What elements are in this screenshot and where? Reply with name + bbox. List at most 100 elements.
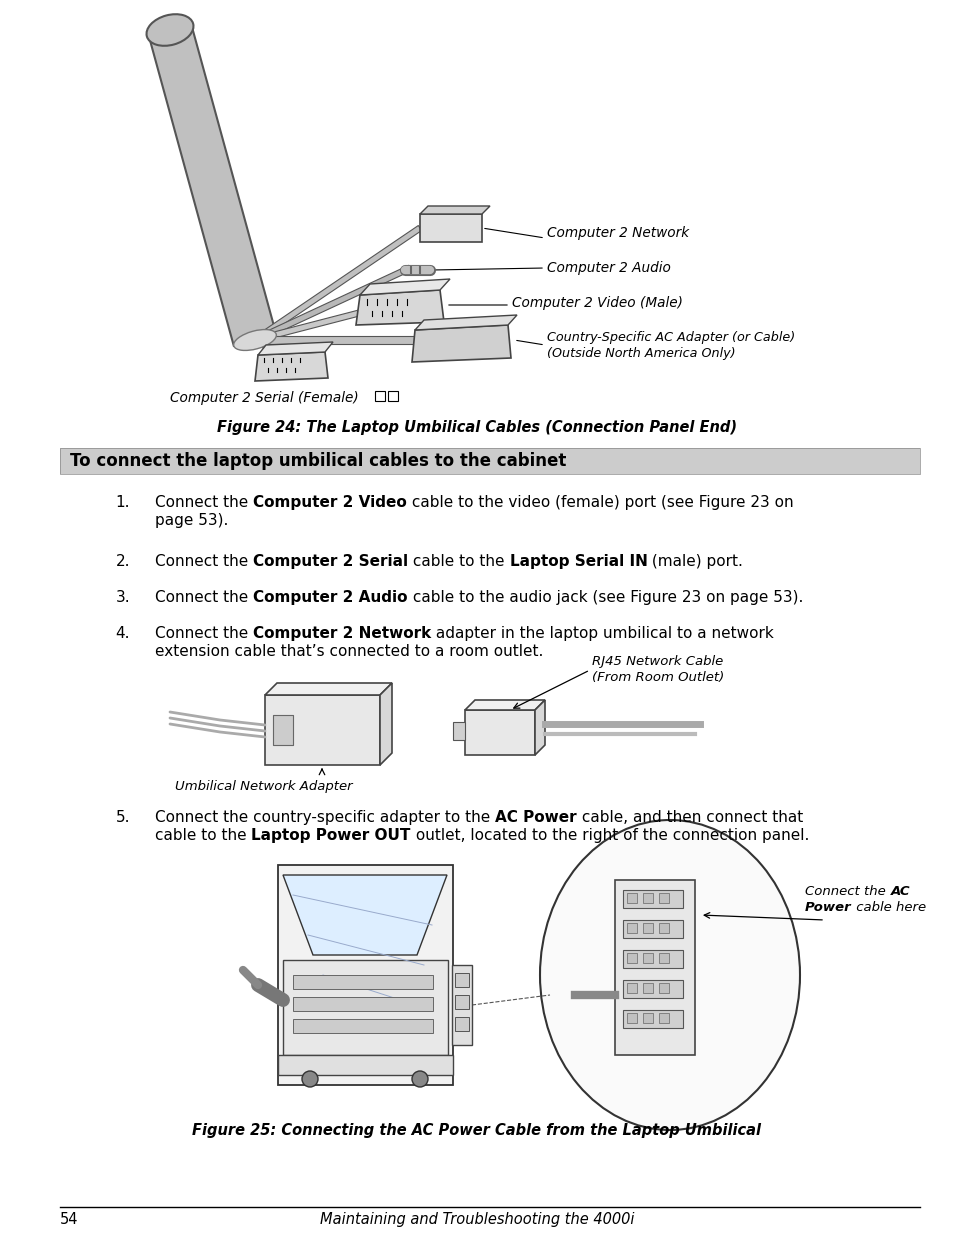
Bar <box>622 890 682 908</box>
Bar <box>375 391 385 401</box>
Text: Connect the country-specific adapter to the: Connect the country-specific adapter to … <box>154 810 495 825</box>
Text: Computer 2 Video: Computer 2 Video <box>253 495 406 510</box>
Text: Figure 24: The Laptop Umbilical Cables (Connection Panel End): Figure 24: The Laptop Umbilical Cables (… <box>216 420 737 435</box>
Text: Connect the: Connect the <box>154 495 253 510</box>
Text: Computer 2 Video (Male): Computer 2 Video (Male) <box>512 296 682 310</box>
Polygon shape <box>535 700 544 755</box>
Text: Computer 2 Audio: Computer 2 Audio <box>546 261 670 275</box>
Text: (male) port.: (male) port. <box>647 555 742 569</box>
Bar <box>60 448 919 474</box>
Text: Computer 2 Network: Computer 2 Network <box>546 226 688 240</box>
Text: Laptop Serial IN: Laptop Serial IN <box>509 555 647 569</box>
Bar <box>455 973 469 987</box>
Polygon shape <box>415 315 517 330</box>
Bar <box>615 881 695 1055</box>
Text: cable here: cable here <box>851 902 925 914</box>
Bar <box>622 920 682 939</box>
Text: extension cable that’s connected to a room outlet.: extension cable that’s connected to a ro… <box>154 643 543 659</box>
Bar <box>60 448 919 474</box>
Ellipse shape <box>147 15 193 46</box>
Polygon shape <box>254 352 328 382</box>
Circle shape <box>412 1071 428 1087</box>
Bar <box>455 1016 469 1031</box>
Bar <box>273 715 293 745</box>
Text: 5.: 5. <box>115 810 130 825</box>
Bar <box>642 923 652 932</box>
Bar <box>659 953 668 963</box>
Bar <box>642 953 652 963</box>
Bar <box>626 983 637 993</box>
Text: AC: AC <box>890 885 909 898</box>
Bar <box>452 965 472 1045</box>
Circle shape <box>302 1071 317 1087</box>
Text: cable to the: cable to the <box>408 555 509 569</box>
Text: Computer 2 Audio: Computer 2 Audio <box>253 590 407 605</box>
Polygon shape <box>412 325 511 362</box>
Text: Connect the: Connect the <box>804 885 889 898</box>
Polygon shape <box>355 290 443 325</box>
Text: cable to the audio jack (see Figure 23 on page 53).: cable to the audio jack (see Figure 23 o… <box>407 590 802 605</box>
Polygon shape <box>254 336 450 345</box>
Bar <box>453 722 464 740</box>
Polygon shape <box>419 206 490 214</box>
Bar <box>659 1013 668 1023</box>
Bar <box>277 1055 453 1074</box>
Text: Power: Power <box>804 902 851 914</box>
Bar <box>455 995 469 1009</box>
Bar <box>277 864 453 1086</box>
Bar <box>293 974 433 989</box>
Text: (From Room Outlet): (From Room Outlet) <box>592 671 723 684</box>
Bar <box>388 391 397 401</box>
Text: Connect the: Connect the <box>154 590 253 605</box>
Bar <box>273 715 293 745</box>
Text: To connect the laptop umbilical cables to the cabinet: To connect the laptop umbilical cables t… <box>70 452 566 471</box>
Bar <box>642 983 652 993</box>
Text: cable to the video (female) port (see Figure 23 on: cable to the video (female) port (see Fi… <box>406 495 793 510</box>
Text: Umbilical Network Adapter: Umbilical Network Adapter <box>174 781 353 793</box>
Bar <box>622 981 682 998</box>
Text: Connect the: Connect the <box>154 555 253 569</box>
Text: 3.: 3. <box>115 590 130 605</box>
Text: (Outside North America Only): (Outside North America Only) <box>546 347 735 359</box>
Bar <box>622 950 682 968</box>
Polygon shape <box>253 337 292 363</box>
Polygon shape <box>254 303 391 343</box>
Bar <box>293 997 433 1011</box>
Text: outlet, located to the right of the connection panel.: outlet, located to the right of the conn… <box>411 827 808 844</box>
Bar <box>659 893 668 903</box>
Polygon shape <box>359 279 450 295</box>
Polygon shape <box>253 226 421 342</box>
Bar <box>659 983 668 993</box>
Text: Computer 2 Network: Computer 2 Network <box>253 626 431 641</box>
Polygon shape <box>265 683 392 695</box>
Polygon shape <box>283 876 447 955</box>
Text: 4.: 4. <box>115 626 130 641</box>
Bar <box>642 893 652 903</box>
Bar <box>293 1019 433 1032</box>
Bar <box>659 923 668 932</box>
Bar <box>622 1010 682 1028</box>
Bar <box>626 893 637 903</box>
Bar <box>464 710 535 755</box>
Polygon shape <box>149 25 276 346</box>
Text: Connect the: Connect the <box>154 626 253 641</box>
Text: adapter in the laptop umbilical to a network: adapter in the laptop umbilical to a net… <box>431 626 773 641</box>
Text: cable to the: cable to the <box>154 827 252 844</box>
Text: 54: 54 <box>60 1212 78 1228</box>
Text: 1.: 1. <box>115 495 130 510</box>
Ellipse shape <box>233 330 276 351</box>
Bar <box>626 923 637 932</box>
Polygon shape <box>379 683 392 764</box>
Bar <box>265 695 379 764</box>
Text: Computer 2 Serial: Computer 2 Serial <box>253 555 408 569</box>
Bar <box>626 953 637 963</box>
Text: Figure 25: Connecting the AC Power Cable from the Laptop Umbilical: Figure 25: Connecting the AC Power Cable… <box>193 1123 760 1137</box>
Text: AC Power: AC Power <box>495 810 577 825</box>
Polygon shape <box>257 342 333 354</box>
FancyBboxPatch shape <box>419 214 481 242</box>
Text: Country-Specific AC Adapter (or Cable): Country-Specific AC Adapter (or Cable) <box>546 331 795 345</box>
Bar <box>626 1013 637 1023</box>
Text: RJ45 Network Cable: RJ45 Network Cable <box>592 655 722 668</box>
Text: cable, and then connect that: cable, and then connect that <box>577 810 802 825</box>
Polygon shape <box>464 700 544 710</box>
